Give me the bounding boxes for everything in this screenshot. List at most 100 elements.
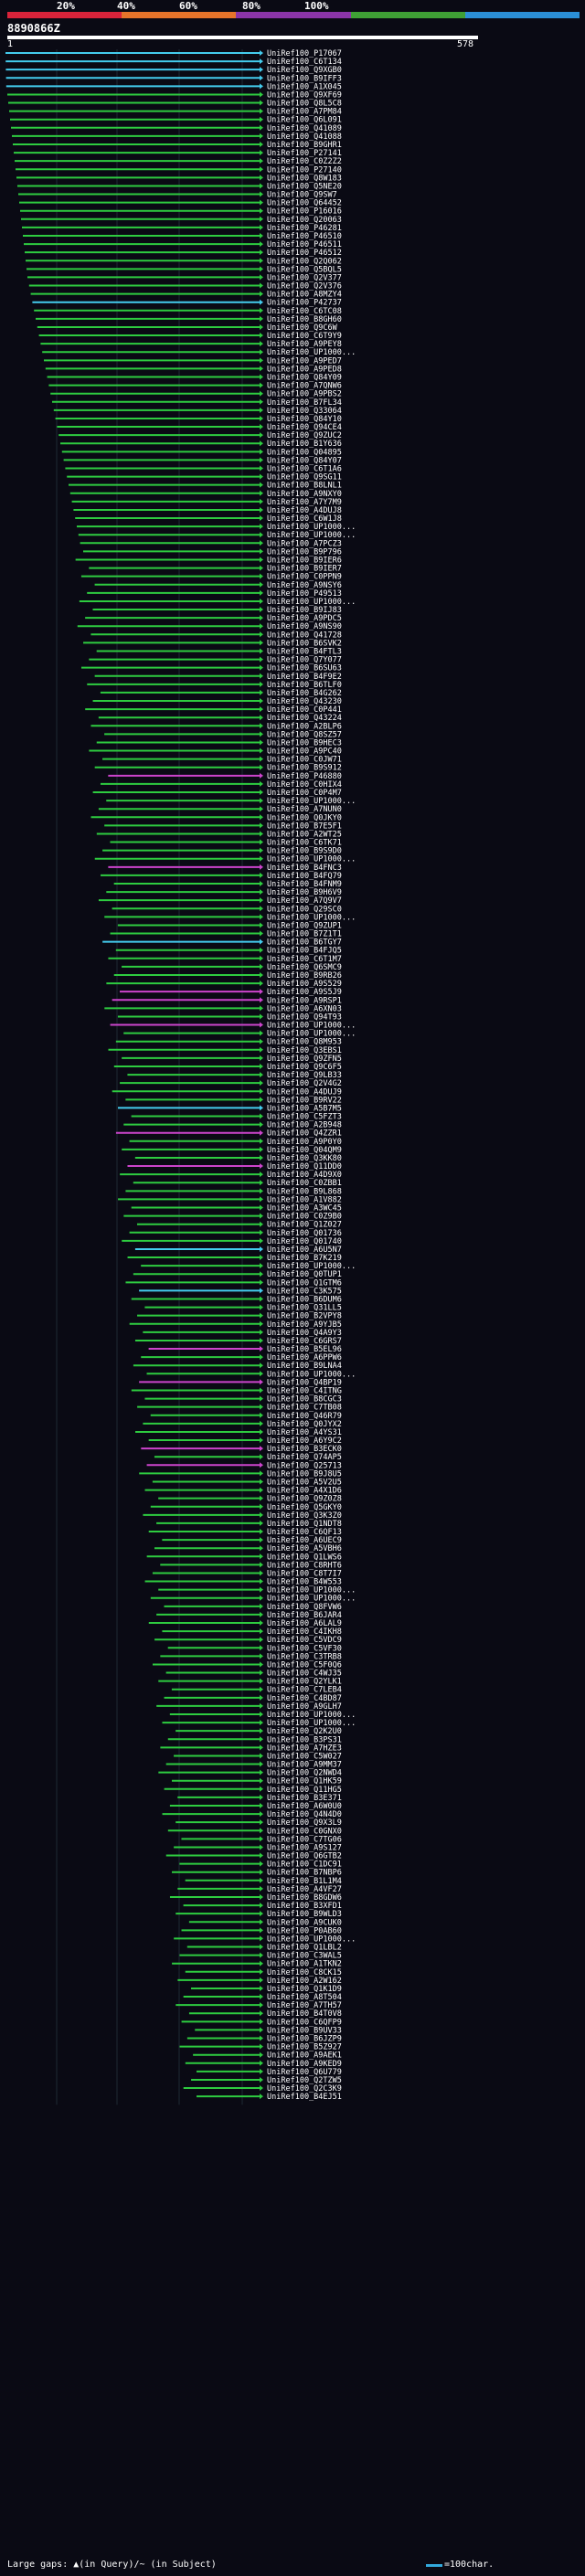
hit-accession-label: UniRef100_B9L868 bbox=[267, 1187, 342, 1196]
hit-accession-label: UniRef100_Q43230 bbox=[267, 697, 342, 706]
hit-end-marker bbox=[260, 2051, 263, 2058]
hit-end-marker bbox=[260, 1893, 263, 1900]
hit-end-marker bbox=[260, 1819, 263, 1826]
hit-accession-label: UniRef100_C8RHT6 bbox=[267, 1561, 342, 1570]
hit-accession-label: UniRef100_UP1000... bbox=[267, 598, 356, 607]
hit-accession-label: UniRef100_Q41089 bbox=[267, 124, 342, 133]
hit-end-marker bbox=[260, 1420, 263, 1426]
hit-end-marker bbox=[260, 790, 263, 796]
hit-end-marker bbox=[260, 141, 263, 147]
hit-accession-label: UniRef100_B4W553 bbox=[267, 1578, 342, 1587]
hit-accession-label: UniRef100_C3WAL5 bbox=[267, 1952, 342, 1961]
hit-end-marker bbox=[260, 1927, 263, 1934]
hit-end-marker bbox=[260, 947, 263, 953]
hit-end-marker bbox=[260, 482, 263, 488]
hit-end-marker bbox=[260, 764, 263, 770]
hit-end-marker bbox=[260, 1952, 263, 1958]
hit-accession-label: UniRef100_A9MM37 bbox=[267, 1761, 342, 1770]
hit-end-marker bbox=[260, 1063, 263, 1069]
hit-accession-label: UniRef100_P17067 bbox=[267, 49, 342, 58]
hit-end-marker bbox=[260, 1395, 263, 1402]
color-scale-segment bbox=[464, 12, 580, 18]
hit-end-marker bbox=[260, 323, 263, 330]
hit-end-marker bbox=[260, 1885, 263, 1892]
hit-accession-label: UniRef100_A8MZY4 bbox=[267, 291, 342, 300]
hit-end-marker bbox=[260, 349, 263, 355]
hit-end-marker bbox=[260, 1661, 263, 1668]
hit-accession-label: UniRef100_A9PEY8 bbox=[267, 340, 342, 349]
hit-end-marker bbox=[260, 739, 263, 746]
scale-bar bbox=[426, 2564, 442, 2567]
hit-end-marker bbox=[260, 91, 263, 98]
hit-accession-label: UniRef100_Q2C3K9 bbox=[267, 2084, 342, 2094]
hit-accession-label: UniRef100_Q4BP19 bbox=[267, 1378, 342, 1387]
hit-end-marker bbox=[260, 440, 263, 447]
hit-accession-label: UniRef100_B4FNC3 bbox=[267, 864, 342, 873]
hit-end-marker bbox=[260, 1968, 263, 1975]
hit-end-marker bbox=[260, 175, 263, 181]
hit-end-marker bbox=[260, 1537, 263, 1543]
hit-end-marker bbox=[260, 715, 263, 721]
query-id: 8890866Z bbox=[7, 22, 60, 35]
hit-accession-label: UniRef100_P46510 bbox=[267, 232, 342, 241]
hit-accession-label: UniRef100_A6PPW6 bbox=[267, 1353, 342, 1362]
hit-accession-label: UniRef100_UP1000... bbox=[267, 348, 356, 357]
hit-end-marker bbox=[260, 822, 263, 829]
hit-end-marker bbox=[260, 889, 263, 896]
hit-accession-label: UniRef100_C5F0Q6 bbox=[267, 1660, 342, 1670]
hit-accession-label: UniRef100_Q2V4G2 bbox=[267, 1079, 342, 1088]
hit-accession-label: UniRef100_C6QF13 bbox=[267, 1528, 342, 1537]
hit-end-marker bbox=[260, 2043, 263, 2050]
hit-end-marker bbox=[260, 1146, 263, 1152]
hit-end-marker bbox=[260, 307, 263, 313]
hit-accession-label: UniRef100_C8T7I7 bbox=[267, 1569, 342, 1578]
hit-end-marker bbox=[260, 1869, 263, 1875]
hit-end-marker bbox=[260, 1678, 263, 1684]
hit-end-marker bbox=[260, 847, 263, 853]
hit-accession-label: UniRef100_B8GDW6 bbox=[267, 1893, 342, 1903]
hit-end-marker bbox=[260, 922, 263, 928]
hit-accession-label: UniRef100_A7Y7M9 bbox=[267, 498, 342, 507]
hit-accession-label: UniRef100_UP1000... bbox=[267, 1719, 356, 1728]
hit-accession-label: UniRef100_Q84Y09 bbox=[267, 374, 342, 383]
hit-accession-label: UniRef100_Q4A9Y3 bbox=[267, 1329, 342, 1338]
hit-end-marker bbox=[260, 706, 263, 713]
hit-end-marker bbox=[260, 930, 263, 937]
hit-end-marker bbox=[260, 1828, 263, 1834]
hit-accession-label: UniRef100_B9RB26 bbox=[267, 971, 342, 981]
hit-end-marker bbox=[260, 1844, 263, 1850]
hit-accession-label: UniRef100_A2B948 bbox=[267, 1121, 342, 1130]
hit-accession-label: UniRef100_Q8FVW6 bbox=[267, 1603, 342, 1612]
hit-end-marker bbox=[260, 490, 263, 496]
hit-end-marker bbox=[260, 1712, 263, 1717]
hit-end-marker bbox=[260, 1977, 263, 1983]
hit-end-marker bbox=[260, 855, 263, 862]
hit-end-marker bbox=[260, 1462, 263, 1468]
hit-end-marker bbox=[260, 831, 263, 837]
hit-end-marker bbox=[260, 540, 263, 546]
hit-accession-label: UniRef100_C0P4M7 bbox=[267, 789, 342, 798]
hit-accession-label: UniRef100_A9P0Y0 bbox=[267, 1138, 342, 1147]
hit-end-marker bbox=[260, 1994, 263, 2000]
hit-end-marker bbox=[260, 1503, 263, 1510]
hit-accession-label: UniRef100_C0ZBB1 bbox=[267, 1179, 342, 1188]
color-scale-segment bbox=[7, 12, 122, 18]
hit-accession-label: UniRef100_Q4N4D0 bbox=[267, 1810, 342, 1819]
hit-end-marker bbox=[260, 1387, 263, 1394]
hit-end-marker bbox=[260, 1246, 263, 1252]
hit-end-marker bbox=[260, 58, 263, 65]
hit-end-marker bbox=[260, 615, 263, 621]
hit-end-marker bbox=[260, 1163, 263, 1170]
hit-end-marker bbox=[260, 1694, 263, 1701]
hit-accession-label: UniRef100_Q9X3L9 bbox=[267, 1818, 342, 1828]
hit-accession-label: UniRef100_B9UV33 bbox=[267, 2026, 342, 2035]
hit-accession-label: UniRef100_A2BLP6 bbox=[267, 722, 342, 731]
hit-accession-label: UniRef100_Q8L5C8 bbox=[267, 100, 342, 109]
hit-end-marker bbox=[260, 2019, 263, 2025]
hit-accession-label: UniRef100_B6DUM6 bbox=[267, 1296, 342, 1305]
hit-end-marker bbox=[260, 589, 263, 596]
hit-accession-label: UniRef100_A9S127 bbox=[267, 1843, 342, 1852]
hit-end-marker bbox=[260, 398, 263, 405]
hit-end-marker bbox=[260, 1404, 263, 1410]
hit-accession-label: UniRef100_C4BD87 bbox=[267, 1694, 342, 1703]
